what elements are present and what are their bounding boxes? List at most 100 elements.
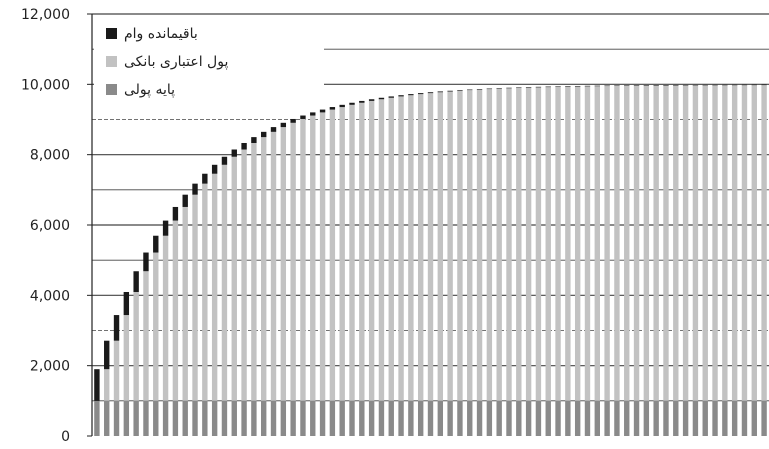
bar-loan_balance-4 [133, 271, 139, 292]
bar-bank_credit_money-21 [300, 118, 306, 401]
bar-bank_credit_money-26 [349, 104, 355, 401]
bar-loan_balance-63 [712, 84, 718, 86]
bar-loan_balance-1 [104, 340, 110, 370]
bar-loan_balance-53 [614, 85, 620, 86]
bar-bank_credit_money-55 [633, 85, 640, 401]
bar-loan_balance-47 [555, 86, 561, 87]
bar-monetary_base-47 [555, 400, 561, 436]
bar-loan_balance-10 [192, 183, 198, 195]
bar-bank_credit_money-17 [261, 137, 267, 401]
bar-loan_balance-7 [162, 220, 169, 236]
bar-bank_credit_money-63 [712, 84, 718, 401]
bar-monetary_base-36 [447, 400, 453, 436]
bar-monetary_base-1 [104, 400, 110, 436]
bar-bank_credit_money-15 [241, 149, 247, 401]
bar-bank_credit_money-10 [192, 194, 198, 401]
bar-monetary_base-23 [319, 400, 326, 436]
bar-monetary_base-15 [241, 400, 247, 436]
bar-monetary_base-55 [633, 400, 640, 436]
bar-monetary_base-24 [329, 400, 336, 436]
bar-loan_balance-5 [143, 252, 149, 272]
bar-monetary_base-61 [692, 400, 699, 436]
bar-loan_balance-61 [692, 84, 699, 86]
bar-monetary_base-45 [535, 400, 542, 436]
bar-bank_credit_money-5 [143, 271, 149, 401]
legend: باقیمانده وام پول اعتباری بانکی پایه پولی [94, 16, 324, 108]
bar-loan_balance-58 [663, 85, 669, 86]
bar-bank_credit_money-41 [496, 88, 502, 401]
axes: 0 2,000 4,000 6,000 8,000 10,000 12,000 [21, 7, 93, 445]
bar-monetary_base-46 [545, 400, 551, 436]
bar-monetary_base-34 [427, 400, 434, 436]
bar-monetary_base-37 [457, 400, 463, 436]
bar-monetary_base-6 [153, 400, 159, 436]
bar-bank_credit_money-32 [408, 95, 414, 401]
bar-loan_balance-21 [300, 115, 306, 119]
bar-monetary_base-29 [378, 400, 385, 436]
bar-loan_balance-15 [241, 142, 247, 150]
bar-loan_balance-18 [270, 127, 277, 132]
bar-bank_credit_money-57 [653, 85, 659, 401]
bar-loan_balance-2 [113, 315, 120, 341]
y-tick-label-1: 2,000 [30, 359, 70, 375]
bar-monetary_base-39 [476, 400, 483, 436]
bar-loan_balance-28 [368, 99, 375, 101]
bar-bank_credit_money-9 [182, 206, 188, 401]
bar-monetary_base-20 [290, 400, 296, 436]
bar-bank_credit_money-68 [761, 84, 767, 401]
y-tick-label-2: 4,000 [30, 288, 70, 304]
bar-monetary_base-66 [741, 400, 748, 436]
bar-loan_balance-48 [565, 86, 571, 87]
bar-monetary_base-26 [349, 400, 355, 436]
bar-loan_balance-30 [388, 96, 394, 98]
y-tick-label-3: 6,000 [30, 218, 70, 234]
bar-loan_balance-50 [584, 85, 591, 87]
bar-monetary_base-16 [251, 400, 257, 436]
bar-loan_balance-34 [427, 92, 434, 94]
bar-loan_balance-59 [673, 84, 679, 86]
bar-loan_balance-51 [594, 85, 600, 87]
bar-bank_credit_money-29 [378, 99, 385, 401]
bar-bank_credit_money-25 [339, 107, 345, 401]
bar-loan_balance-62 [702, 84, 708, 86]
bar-loan_balance-46 [545, 86, 551, 88]
bar-bank_credit_money-35 [437, 92, 444, 401]
legend-swatch-loan_balance [106, 28, 117, 39]
bar-bank_credit_money-48 [565, 86, 571, 401]
bar-monetary_base-12 [211, 400, 218, 436]
bar-loan_balance-39 [476, 89, 483, 90]
bar-bank_credit_money-62 [702, 84, 708, 401]
y-tick-label-5: 10,000 [21, 77, 70, 93]
bar-monetary_base-68 [761, 400, 767, 436]
bar-bank_credit_money-6 [153, 252, 159, 401]
bar-loan_balance-23 [319, 109, 326, 113]
bar-loan_balance-60 [682, 84, 689, 86]
bar-monetary_base-60 [682, 400, 689, 436]
bar-monetary_base-65 [731, 400, 738, 436]
bar-loan_balance-6 [153, 235, 159, 253]
bar-bank_credit_money-59 [673, 85, 679, 401]
bar-loan_balance-11 [202, 173, 208, 184]
bar-loan_balance-65 [731, 84, 738, 86]
bar-bank_credit_money-28 [368, 100, 375, 401]
legend-background [94, 16, 324, 108]
bar-monetary_base-5 [143, 400, 149, 436]
bar-bank_credit_money-43 [516, 87, 522, 401]
bar-loan_balance-66 [741, 84, 748, 86]
bar-monetary_base-35 [437, 400, 444, 436]
bar-bank_credit_money-24 [329, 109, 336, 401]
bar-bank_credit_money-49 [574, 86, 581, 401]
bar-bank_credit_money-1 [104, 369, 110, 401]
bar-loan_balance-42 [506, 87, 512, 89]
bar-monetary_base-67 [751, 400, 757, 436]
bar-monetary_base-8 [172, 400, 179, 436]
bar-bank_credit_money-3 [123, 315, 130, 401]
bar-monetary_base-25 [339, 400, 345, 436]
bar-monetary_base-59 [673, 400, 679, 436]
bar-monetary_base-32 [408, 400, 414, 436]
bar-bank_credit_money-46 [545, 86, 551, 401]
bar-monetary_base-44 [525, 400, 532, 436]
bar-monetary_base-18 [270, 400, 277, 436]
bar-monetary_base-2 [113, 400, 120, 436]
